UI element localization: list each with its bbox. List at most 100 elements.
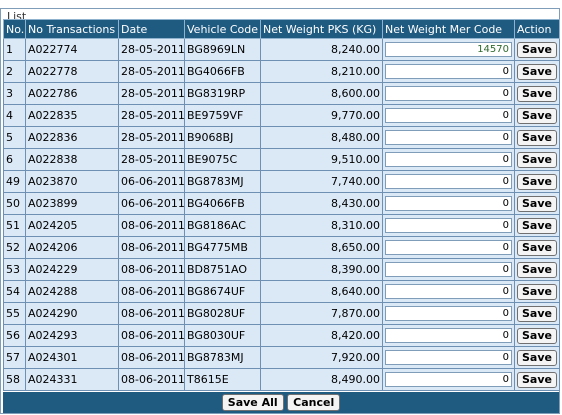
save-row-button[interactable]: Save xyxy=(517,151,557,168)
row-net-weight-pks: 9,770.00 xyxy=(260,104,383,127)
row-date: 28-05-2011 xyxy=(118,82,185,105)
row-date: 28-05-2011 xyxy=(118,104,185,127)
row-no: 2 xyxy=(3,60,26,83)
row-date: 08-06-2011 xyxy=(118,368,185,391)
net-weight-mer-input[interactable] xyxy=(385,372,512,387)
row-no: 55 xyxy=(3,302,26,325)
save-row-button[interactable]: Save xyxy=(517,129,557,146)
column-header-no: No. xyxy=(3,19,26,39)
net-weight-mer-input[interactable] xyxy=(385,240,512,255)
net-weight-mer-input[interactable] xyxy=(385,86,512,101)
row-transaction-no: A022836 xyxy=(25,126,119,149)
net-weight-mer-input[interactable] xyxy=(385,350,512,365)
row-net-weight-mer-cell xyxy=(382,302,515,325)
row-net-weight-mer-cell xyxy=(382,258,515,281)
row-date: 08-06-2011 xyxy=(118,346,185,369)
row-vehicle-code: BG8674UF xyxy=(184,280,261,303)
save-row-button[interactable]: Save xyxy=(517,305,557,322)
row-action-cell: Save xyxy=(514,60,560,83)
net-weight-mer-input[interactable] xyxy=(385,64,512,79)
net-weight-mer-input[interactable] xyxy=(385,284,512,299)
save-row-button[interactable]: Save xyxy=(517,85,557,102)
net-weight-mer-input[interactable] xyxy=(385,328,512,343)
row-net-weight-mer-cell xyxy=(382,170,515,193)
save-row-button[interactable]: Save xyxy=(517,327,557,344)
row-date: 08-06-2011 xyxy=(118,324,185,347)
net-weight-mer-input[interactable] xyxy=(385,306,512,321)
row-vehicle-code: T8615E xyxy=(184,368,261,391)
save-row-button[interactable]: Save xyxy=(517,217,557,234)
row-action-cell: Save xyxy=(514,170,560,193)
row-no: 54 xyxy=(3,280,26,303)
table-header-row: No. No Transactions Date Vehicle Code Ne… xyxy=(3,19,560,39)
row-net-weight-pks: 8,240.00 xyxy=(260,38,383,61)
save-all-button[interactable]: Save All xyxy=(221,394,284,411)
net-weight-mer-input[interactable] xyxy=(385,42,512,57)
row-transaction-no: A024206 xyxy=(25,236,119,259)
save-row-button[interactable]: Save xyxy=(517,283,557,300)
row-vehicle-code: BG4066FB xyxy=(184,60,261,83)
column-header-date: Date xyxy=(118,19,185,39)
row-vehicle-code: BG8969LN xyxy=(184,38,261,61)
save-row-button[interactable]: Save xyxy=(517,371,557,388)
row-net-weight-mer-cell xyxy=(382,126,515,149)
row-net-weight-mer-cell xyxy=(382,192,515,215)
row-net-weight-mer-cell xyxy=(382,368,515,391)
save-row-button[interactable]: Save xyxy=(517,195,557,212)
row-net-weight-pks: 8,650.00 xyxy=(260,236,383,259)
net-weight-mer-input[interactable] xyxy=(385,174,512,189)
row-transaction-no: A024301 xyxy=(25,346,119,369)
row-net-weight-pks: 9,510.00 xyxy=(260,148,383,171)
transactions-table: No. No Transactions Date Vehicle Code Ne… xyxy=(3,19,560,391)
row-action-cell: Save xyxy=(514,368,560,391)
row-net-weight-pks: 7,920.00 xyxy=(260,346,383,369)
net-weight-mer-input[interactable] xyxy=(385,218,512,233)
net-weight-mer-input[interactable] xyxy=(385,196,512,211)
row-net-weight-pks: 8,420.00 xyxy=(260,324,383,347)
row-date: 28-05-2011 xyxy=(118,148,185,171)
row-action-cell: Save xyxy=(514,346,560,369)
row-no: 3 xyxy=(3,82,26,105)
row-date: 08-06-2011 xyxy=(118,280,185,303)
row-vehicle-code: BG4066FB xyxy=(184,192,261,215)
row-transaction-no: A024290 xyxy=(25,302,119,325)
row-vehicle-code: BG8028UF xyxy=(184,302,261,325)
row-no: 52 xyxy=(3,236,26,259)
net-weight-mer-input[interactable] xyxy=(385,262,512,277)
row-net-weight-mer-cell xyxy=(382,324,515,347)
save-row-button[interactable]: Save xyxy=(517,107,557,124)
row-action-cell: Save xyxy=(514,148,560,171)
row-transaction-no: A022835 xyxy=(25,104,119,127)
net-weight-mer-input[interactable] xyxy=(385,130,512,145)
row-action-cell: Save xyxy=(514,324,560,347)
row-transaction-no: A024288 xyxy=(25,280,119,303)
row-net-weight-mer-cell xyxy=(382,82,515,105)
net-weight-mer-input[interactable] xyxy=(385,152,512,167)
cancel-button[interactable]: Cancel xyxy=(287,394,341,411)
row-no: 6 xyxy=(3,148,26,171)
save-row-button[interactable]: Save xyxy=(517,173,557,190)
row-net-weight-pks: 8,390.00 xyxy=(260,258,383,281)
row-net-weight-mer-cell xyxy=(382,148,515,171)
row-action-cell: Save xyxy=(514,302,560,325)
row-net-weight-mer-cell xyxy=(382,104,515,127)
row-transaction-no: A022838 xyxy=(25,148,119,171)
save-row-button[interactable]: Save xyxy=(517,261,557,278)
save-row-button[interactable]: Save xyxy=(517,349,557,366)
net-weight-mer-input[interactable] xyxy=(385,108,512,123)
column-header-net-weight-pks: Net Weight PKS (KG) xyxy=(260,19,383,39)
row-vehicle-code: BG8783MJ xyxy=(184,170,261,193)
row-transaction-no: A023899 xyxy=(25,192,119,215)
column-header-action: Action xyxy=(514,19,560,39)
row-net-weight-mer-cell xyxy=(382,346,515,369)
row-no: 51 xyxy=(3,214,26,237)
save-row-button[interactable]: Save xyxy=(517,41,557,58)
save-row-button[interactable]: Save xyxy=(517,239,557,256)
save-row-button[interactable]: Save xyxy=(517,63,557,80)
